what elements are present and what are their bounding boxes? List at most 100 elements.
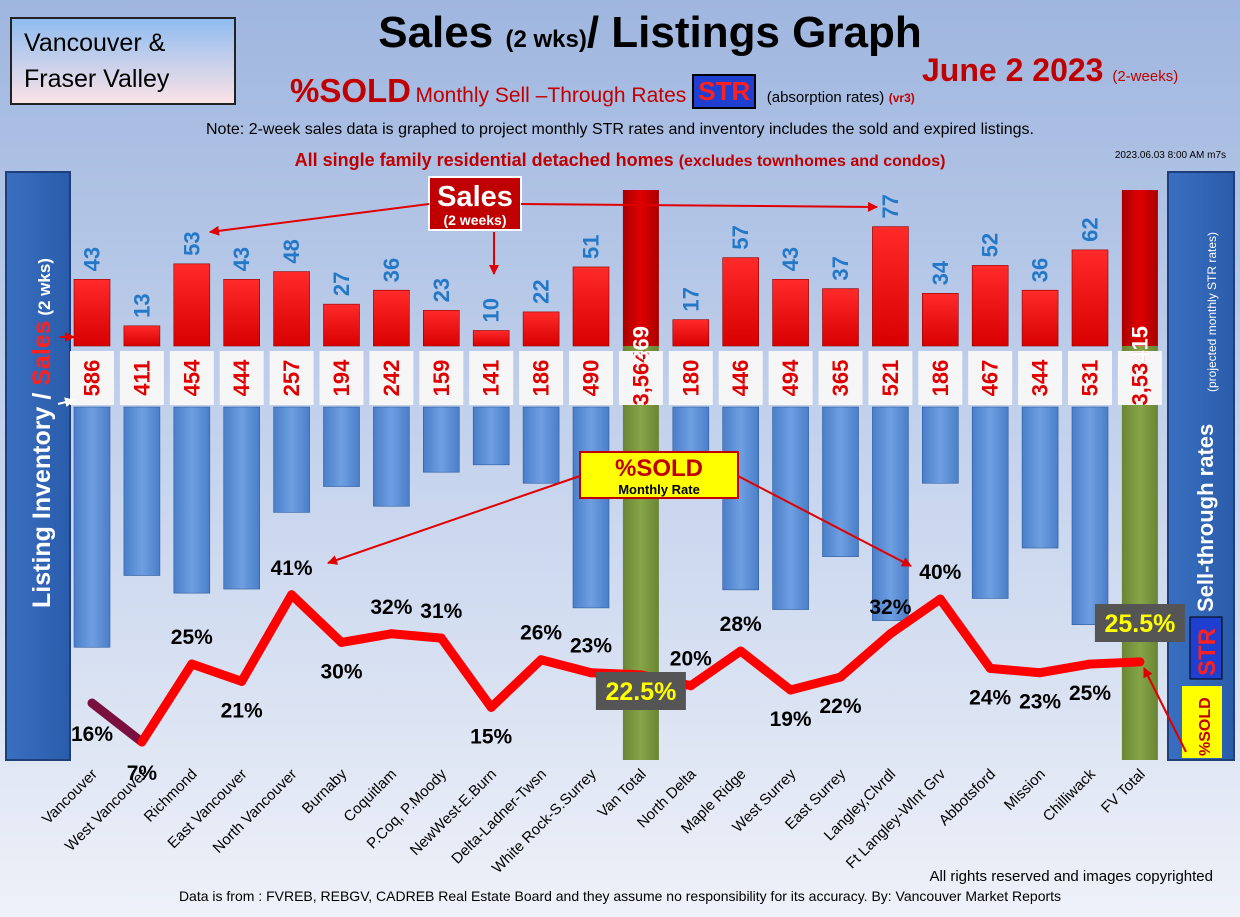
str-value-label: 23% — [570, 635, 612, 658]
timestamp: 2023.06.03 8:00 AM m7s — [1114, 150, 1226, 161]
inventory-value-label: 411 — [129, 360, 154, 396]
inventory-value-label: 194 — [329, 359, 354, 396]
subtitle-absorption: (absorption rates) — [766, 89, 885, 106]
str-value-label: 20% — [670, 648, 712, 671]
inventory-value-label: 3,564 — [628, 350, 653, 406]
sales-value-label: 10 — [479, 298, 504, 322]
str-total-label: 22.5% — [605, 678, 676, 706]
sales-value-label: 34 — [928, 260, 953, 285]
inventory-label-box — [818, 351, 863, 405]
str-line-segment — [736, 646, 796, 695]
category-label: Burnaby — [299, 765, 351, 817]
inventory-value-label: 141 — [479, 360, 504, 397]
sales-bar — [921, 292, 959, 347]
str-line-segment — [187, 659, 247, 686]
sales-bar — [971, 265, 1009, 347]
str-line-segment — [836, 629, 895, 682]
str-value-label: 31% — [420, 600, 462, 623]
inventory-label-box — [618, 351, 663, 405]
str-value-label: 16% — [71, 723, 113, 746]
sold-arrow-left — [327, 475, 581, 565]
inventory-label-box — [668, 351, 713, 405]
right-axis-label: Sell-through rates — [1193, 424, 1218, 612]
inventory-label-box — [1068, 351, 1112, 405]
right-str-text: STR — [1194, 628, 1221, 676]
str-value-label: 32% — [370, 596, 412, 619]
str-line-segment — [287, 590, 346, 647]
inventory-bar — [73, 406, 111, 648]
inventory-label-box — [918, 351, 963, 405]
inventory-label-box — [219, 351, 264, 405]
sales-bar-total — [622, 190, 659, 346]
sales-value-label: 51 — [579, 234, 604, 258]
inventory-label-box — [169, 351, 214, 405]
title-main-2: / Listings Graph — [586, 8, 922, 57]
footer-source: Data is from : FVREB, REBGV, CADREB Real… — [178, 888, 1062, 904]
subnote-small: (excludes townhomes and condos) — [678, 153, 946, 170]
str-line-segment — [486, 655, 546, 712]
category-label: Chilliwack — [1040, 765, 1100, 825]
str-line-segment — [237, 590, 297, 686]
sold-arrow-right-panel — [1143, 667, 1187, 753]
sales-arrow-left — [209, 203, 430, 236]
str-value-label: 21% — [221, 699, 263, 722]
sales-bar — [223, 279, 260, 347]
str-line-segment — [137, 659, 197, 747]
inventory-bar — [1021, 406, 1059, 549]
sales-bar — [73, 279, 111, 347]
inventory-label-box — [369, 351, 414, 405]
inventory-value-label: 3,534 — [1127, 350, 1152, 406]
inventory-value-label: 186 — [529, 360, 554, 397]
inventory-value-label: 454 — [179, 359, 204, 396]
str-line-segment — [386, 629, 446, 643]
inventory-label-box — [319, 351, 364, 405]
inventory-value-label: 531 — [1078, 360, 1103, 397]
sold-arrow-right — [737, 475, 912, 567]
sales-callout-box — [428, 176, 522, 231]
report-date: June 2 2023 (2-weeks) — [922, 52, 1178, 89]
footer-rights: All rights reserved and images copyright… — [929, 868, 1213, 885]
str-line-segment — [1035, 659, 1095, 678]
inventory-label-box — [718, 351, 763, 405]
inventory-label-box — [569, 351, 613, 405]
inventory-bar — [872, 406, 909, 621]
sales-bar — [323, 303, 360, 347]
inventory-bar — [722, 406, 760, 591]
inventory-label-band — [70, 351, 1162, 405]
str-line-segment — [885, 594, 945, 639]
inventory-bar — [772, 406, 809, 610]
sales-value-label: 77 — [878, 194, 903, 218]
sales-bar — [123, 325, 161, 347]
chart-title: Sales (2 wks)/ Listings Graph — [300, 8, 1000, 58]
sales-bar — [472, 330, 510, 347]
str-line-segment — [1085, 657, 1145, 669]
sales-bar — [373, 289, 410, 347]
sales-callout-title: Sales — [437, 181, 513, 213]
sales-bar — [672, 319, 710, 347]
inventory-label-box — [768, 351, 813, 405]
inventory-bar — [173, 406, 211, 594]
inventory-label-box — [968, 351, 1013, 405]
left-inventory-arrow — [57, 397, 75, 408]
sales-value-label: 17 — [678, 287, 703, 311]
str-value-label: 26% — [520, 622, 562, 645]
region-line-1: Vancouver & — [24, 29, 166, 57]
category-label: FV Total — [1098, 766, 1149, 817]
inventory-label-box — [119, 351, 164, 405]
subtitle-monthly: Monthly Sell –Through Rates — [415, 84, 687, 107]
str-total-box — [595, 672, 686, 710]
str-value-label: 25% — [171, 626, 213, 649]
right-axis-small-label: (projected monthly STR rates) — [1205, 232, 1219, 392]
inventory-label-box — [469, 351, 514, 405]
inventory-value-label: 494 — [778, 359, 803, 396]
str-line-segment — [935, 594, 995, 673]
right-str-badge — [1189, 616, 1223, 680]
str-value-label: 7% — [127, 762, 158, 785]
region-line-2: Fraser Valley — [24, 65, 170, 93]
str-line-segment — [786, 672, 845, 695]
sales-value-label: 27 — [329, 272, 354, 296]
subtitle-str-badge: STR — [692, 74, 757, 109]
sales-bar — [522, 311, 560, 347]
inventory-label-box — [868, 351, 913, 405]
sales-arrow-right — [520, 201, 878, 212]
